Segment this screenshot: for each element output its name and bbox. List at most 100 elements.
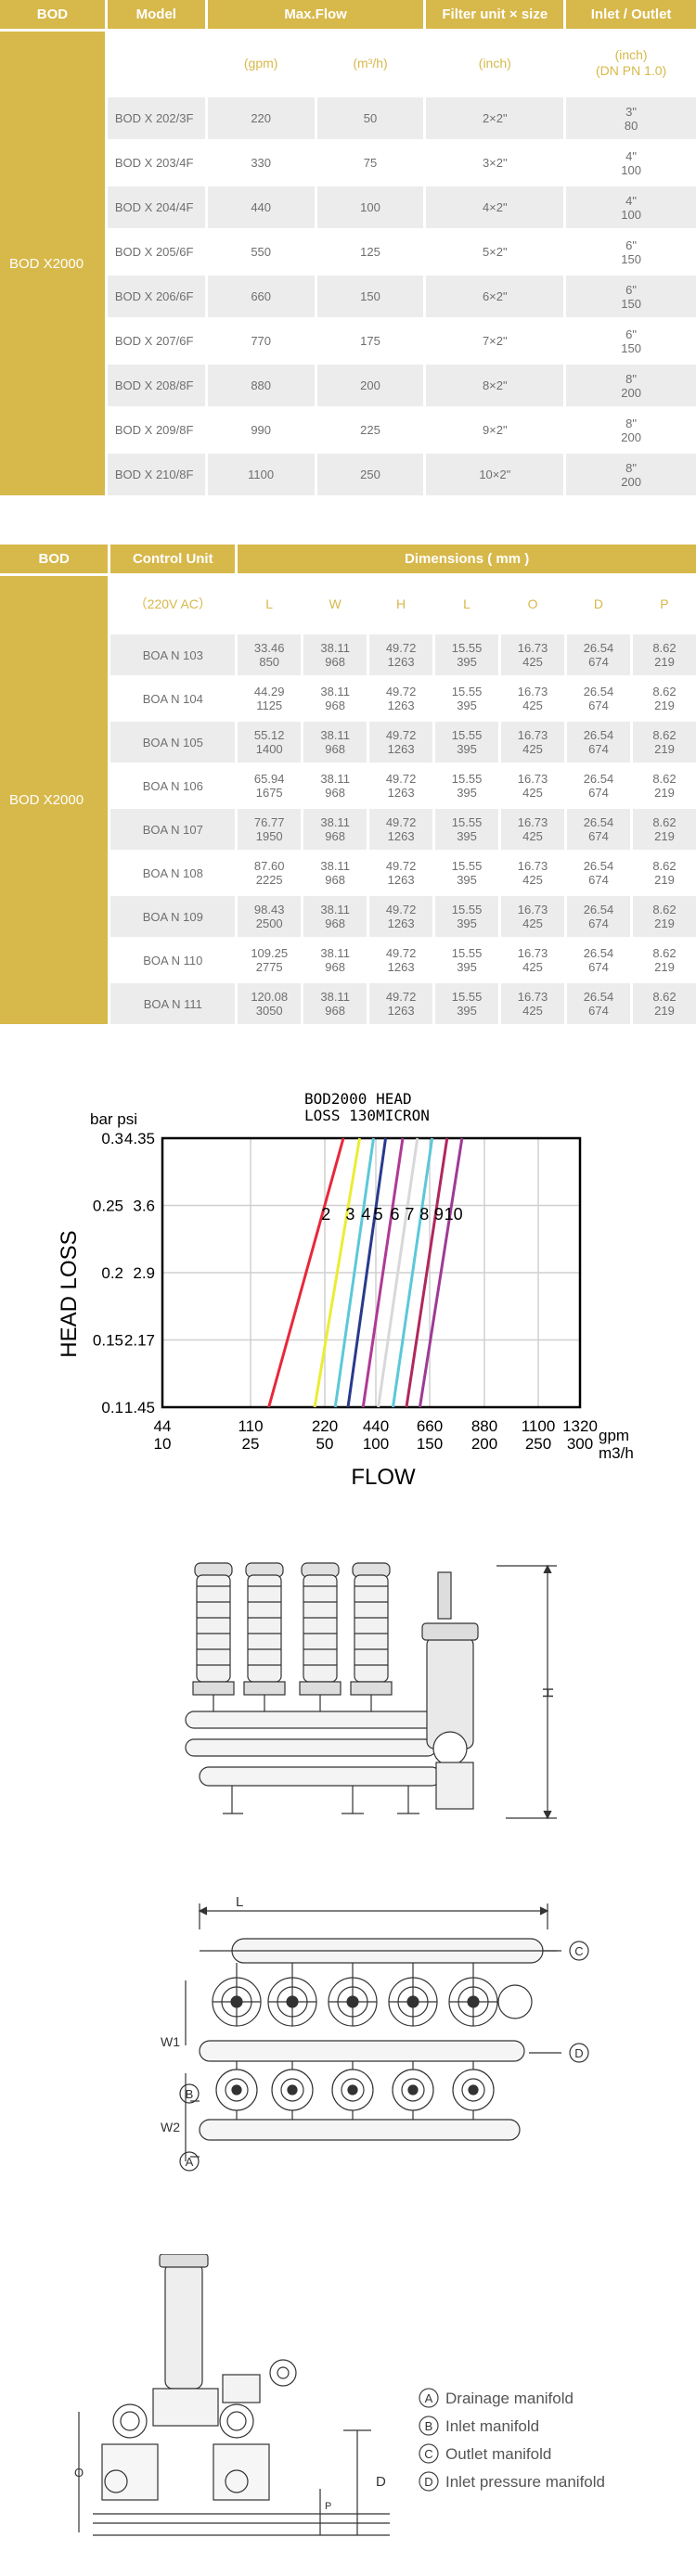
dim-inch: 38.11 (320, 728, 350, 742)
m3h-cell: 200 (316, 365, 424, 406)
size-cell: 5×2" (426, 231, 564, 273)
series-line-2 (267, 1137, 345, 1408)
y-tick-bar: 0.25 (93, 1198, 123, 1215)
unit-gpm: (gpm) (207, 32, 315, 95)
table-row: BOD X 203/4F 330 75 3×2" 4" 100 (0, 142, 696, 184)
y-tick-psi: 2.17 (124, 1332, 155, 1350)
series-label-7: 7 (405, 1205, 414, 1224)
dim-inch: 15.55 (451, 946, 483, 960)
table-row: BOD X 208/8F 880 200 8×2" 8" 200 (0, 365, 696, 406)
m3h-cell: 50 (316, 97, 424, 139)
x-tick-m3h: 25 (242, 1435, 260, 1453)
gpm-cell: 220 (207, 97, 315, 139)
tag-b: B (186, 2087, 194, 2101)
chart-labels: 4.350.33.60.252.90.22.170.151.450.144101… (93, 1130, 598, 1453)
dim-inch: 15.55 (451, 772, 483, 786)
dim-inch: 15.55 (451, 903, 483, 916)
dim-inch: 16.73 (517, 641, 548, 655)
series-label-5: 5 (374, 1205, 383, 1224)
series-label-3: 3 (345, 1205, 354, 1224)
dim-inch: 38.11 (320, 772, 350, 786)
dim-mm: 1400 (255, 742, 283, 756)
legend-text: Drainage manifold (445, 2390, 574, 2407)
legend-tag-circle (419, 2471, 439, 2492)
dim-mm: 1263 (387, 655, 415, 669)
dim-mm: 674 (588, 698, 609, 712)
dim-mm: 674 (588, 655, 609, 669)
dim-inch: 65.94 (253, 772, 285, 786)
dim-mm: 219 (654, 873, 675, 887)
x-tick-gpm: 440 (363, 1417, 389, 1435)
dim-inch: 16.73 (517, 946, 548, 960)
dim-inch: 98.43 (253, 903, 285, 916)
table-row: BOD X 209/8F 990 225 9×2" 8" 200 (0, 409, 696, 451)
size-cell: 10×2" (426, 454, 564, 495)
dim-mm: 2500 (255, 916, 283, 930)
dim-mm: 1263 (387, 873, 415, 887)
size-cell: 2×2" (426, 97, 564, 139)
dim-inch: 26.54 (583, 728, 614, 742)
dim-inch: 38.11 (320, 641, 350, 655)
inlet-inch: 8" (625, 416, 638, 430)
inlet-inch: 4" (625, 148, 638, 163)
y-tick-bar: 0.15 (93, 1332, 123, 1350)
x-axis-label: FLOW (351, 1465, 416, 1490)
series-line-5 (346, 1137, 388, 1408)
gpm-cell: 440 (207, 186, 315, 228)
dim-w2-label: W2 (161, 2120, 180, 2134)
dim-inch: 26.54 (583, 641, 614, 655)
dim-inch: 8.62 (652, 815, 677, 829)
dim-inch: 16.73 (517, 990, 548, 1004)
inlet-dn: 200 (621, 474, 641, 489)
unit-inch-2: (inch) (614, 47, 648, 62)
y-tick-psi: 4.35 (124, 1130, 155, 1147)
dim-inch: 16.73 (517, 772, 548, 786)
size-cell: 3×2" (426, 142, 564, 184)
dim-mm: 425 (522, 916, 543, 930)
dim-mm: 674 (588, 960, 609, 974)
inlet-inch: 8" (625, 460, 638, 475)
tag-a: A (186, 2155, 194, 2169)
dim-mm: 219 (654, 960, 675, 974)
dim-mm: 219 (654, 742, 675, 756)
dim-mm: 425 (522, 960, 543, 974)
series-label-10: 10 (445, 1205, 463, 1224)
x-tick-gpm: 660 (417, 1417, 443, 1435)
header2-control-unit: Control Unit (110, 545, 236, 573)
header-max-flow: Max.Flow (207, 0, 424, 29)
unit-inch: (inch) (426, 32, 564, 95)
series-label-8: 8 (419, 1205, 429, 1224)
x-tick-m3h: 200 (471, 1435, 497, 1453)
y-tick-psi: 1.45 (124, 1399, 155, 1416)
gpm-cell: 1100 (207, 454, 315, 495)
dim-inch: 15.55 (451, 859, 483, 873)
dim-mm: 968 (325, 960, 345, 974)
dim-inch: 26.54 (583, 859, 614, 873)
dim-mm: 395 (457, 873, 477, 887)
table-row: BOA N 107 76.77 1950 38.11 968 49.72 1263 15.55… (0, 809, 696, 850)
side-label: BOD X2000 (0, 32, 105, 495)
dim-inch: 49.72 (385, 903, 417, 916)
inlet-dn: 100 (621, 207, 641, 222)
dim-mm: 674 (588, 829, 609, 843)
dim-inch: 38.11 (320, 946, 350, 960)
dim-col-header: L (238, 576, 302, 632)
header2-bod: BOD (0, 545, 109, 573)
table-row: BOA N 111 120.08 3050 38.11 968 49.72 1263 15.5… (0, 983, 696, 1024)
gpm-cell: 990 (207, 409, 315, 451)
dim-mm: 968 (325, 655, 345, 669)
legend-tag: A (425, 2391, 433, 2405)
series-label-6: 6 (390, 1205, 399, 1224)
model-cell: BOD X 205/6F (107, 231, 205, 273)
series-line-6 (361, 1137, 405, 1408)
table-row: BOD X 204/4F 440 100 4×2" 4" 100 (0, 186, 696, 228)
series-label-9: 9 (434, 1205, 444, 1224)
inlet-dn: 200 (621, 429, 641, 444)
chart-series: 2 3 4 5 6 7 8 9 10 (267, 1137, 464, 1408)
inlet-inch: 6" (625, 327, 638, 341)
dim-mm: 425 (522, 873, 543, 887)
unit-dn: (DN PN 1.0) (595, 63, 667, 78)
dim-mm: 1263 (387, 742, 415, 756)
x-units-gpm: gpm (599, 1427, 629, 1444)
table-row: BOA N 108 87.60 2225 38.11 968 49.72 1263 15.55… (0, 852, 696, 893)
